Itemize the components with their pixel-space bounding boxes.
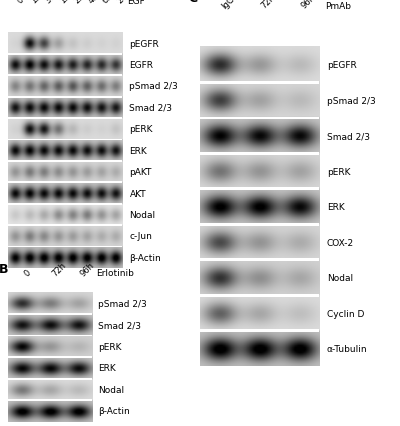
Text: EGF: EGF [128,0,145,6]
Bar [8,54,122,55]
Bar [8,75,122,77]
Text: pSmad 2/3: pSmad 2/3 [130,82,178,91]
Text: COX-2: COX-2 [327,238,354,247]
Text: 15': 15' [29,0,45,6]
Bar [8,161,122,162]
Text: pSmad 2/3: pSmad 2/3 [327,96,376,106]
Text: β-Actin: β-Actin [130,253,161,262]
Bar [200,330,319,332]
Text: B: B [0,262,8,276]
Text: Nodal: Nodal [130,210,156,219]
Bar [200,153,319,155]
Text: pEGFR: pEGFR [327,61,356,70]
Text: pSmad 2/3: pSmad 2/3 [98,299,146,308]
Text: Nodal: Nodal [327,273,353,282]
Bar [200,259,319,262]
Text: A: A [0,0,8,2]
Bar [200,117,319,120]
Text: 24h: 24h [115,0,132,6]
Text: ERK: ERK [98,363,116,372]
Bar [8,139,122,141]
Text: Smad 2/3: Smad 2/3 [130,104,172,112]
Text: 2h: 2h [72,0,86,6]
Text: IgG2: IgG2 [220,0,240,11]
Bar [8,400,92,401]
Text: C: C [188,0,198,5]
Text: Erlotinib: Erlotinib [96,269,134,278]
Bar [8,97,122,98]
Text: 72h: 72h [50,260,68,278]
Bar [8,246,122,248]
Bar [200,188,319,191]
Text: pERK: pERK [327,167,350,176]
Text: Smad 2/3: Smad 2/3 [327,132,370,141]
Text: 96h: 96h [78,260,96,278]
Bar [8,335,92,337]
Text: α-Tubulin: α-Tubulin [327,344,367,353]
Text: 1h: 1h [58,0,72,6]
Text: 72h: 72h [260,0,277,11]
Text: Smad 2/3: Smad 2/3 [98,321,141,330]
Text: PmAb: PmAb [325,2,351,11]
Text: Cyclin D: Cyclin D [327,309,364,318]
Text: Nodal: Nodal [98,385,124,394]
Bar [200,294,319,297]
Text: 6h: 6h [101,0,115,6]
Text: 30': 30' [44,0,59,6]
Text: 4h: 4h [86,0,100,6]
Bar [8,357,92,358]
Text: c-Jun: c-Jun [130,232,152,241]
Bar [8,182,122,184]
Text: ERK: ERK [327,203,344,212]
Text: ERK: ERK [130,147,147,155]
Bar [200,223,319,226]
Bar [8,118,122,120]
Bar [8,378,92,380]
Bar [8,225,122,227]
Text: β-Actin: β-Actin [98,406,130,415]
Text: pAKT: pAKT [130,168,152,177]
Text: 0: 0 [22,268,32,278]
Bar [200,82,319,85]
Text: 0: 0 [15,0,25,6]
Text: pEGFR: pEGFR [130,40,159,49]
Bar [8,204,122,205]
Text: 96h: 96h [299,0,317,11]
Text: AKT: AKT [130,189,146,198]
Text: EGFR: EGFR [130,61,154,70]
Text: pERK: pERK [98,342,121,351]
Text: pERK: pERK [130,125,153,134]
Bar [8,314,92,315]
